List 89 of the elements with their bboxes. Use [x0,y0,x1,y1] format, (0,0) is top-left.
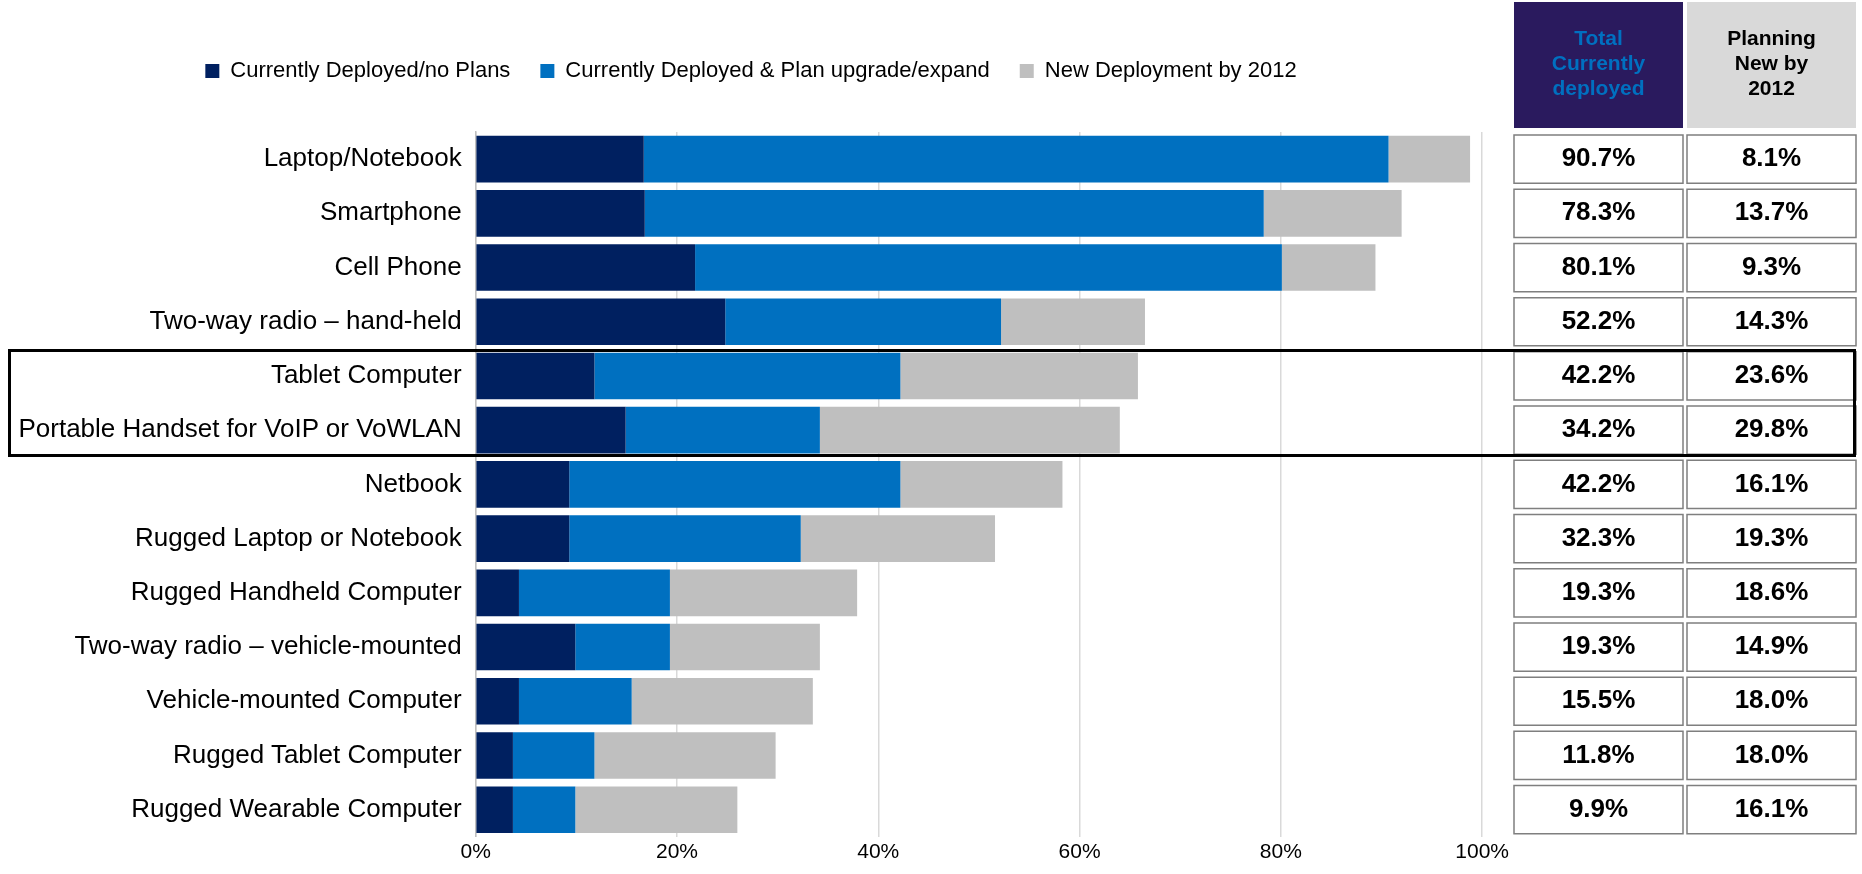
text: 34.2% [1561,413,1636,444]
bar [1001,298,1145,346]
bar [725,298,1002,346]
bar [695,244,1282,291]
x-tick-label: 20% [655,839,698,863]
text: 18.6% [1734,576,1809,606]
text: 9.3% [1741,250,1802,281]
category-label: Total Currently deployed [1551,25,1646,99]
x-tick-label: 0% [460,839,491,863]
text: 29.8% [1734,413,1809,444]
text: 13.7% [1734,196,1809,227]
text: 15.5% [1561,684,1636,715]
x-tick-label: 100% [1455,839,1509,863]
text: 18.0% [1734,738,1809,769]
text: 42.2% [1561,359,1636,390]
bar [669,623,820,671]
bar [476,732,513,779]
y-tick-label: Rugged Tablet Computer [173,738,463,769]
bar [476,677,519,725]
bar [819,406,1120,454]
text: 19.3% [1734,521,1809,552]
bar [476,569,519,617]
text: 16.1% [1734,467,1809,498]
bar [575,623,670,671]
bar [669,569,858,617]
bar [518,677,632,725]
bar [1281,244,1376,291]
y-tick-label: Tablet Computer [270,359,463,390]
y-tick-label: Portable Handset for VoIP or VoWLAN [18,413,462,444]
bar [625,406,820,454]
text: 42.2% [1561,467,1636,498]
y-tick-label: Smartphone [320,196,462,227]
bar [476,786,513,834]
text: 11.8% [1562,738,1635,769]
bar [631,677,813,725]
text: 14.9% [1734,630,1809,661]
legend-label: Currently Deployed & Plan upgrade/expand [565,57,990,83]
bar [900,461,1063,508]
y-tick-label: Two-way radio – hand-held [149,304,462,335]
y-tick-label: Rugged Handheld Computer [130,576,463,606]
text: 23.6% [1734,359,1809,390]
bar [518,569,670,617]
y-tick-label: Netbook [364,467,463,498]
y-tick-label: Vehicle-mounted Computer [146,684,463,715]
bar [594,352,901,400]
x-tick-label: 40% [857,839,900,863]
text: 16.1% [1734,792,1809,823]
legend-label: New Deployment by 2012 [1044,57,1297,83]
bar [594,732,776,779]
bar [476,298,726,346]
text: 52.2% [1561,304,1636,335]
text: 8.1% [1741,142,1802,173]
bar [575,786,738,834]
text: 32.3% [1561,521,1636,552]
bar [476,406,626,454]
bar [1388,135,1471,183]
text: 90.7% [1561,142,1636,173]
legend-label: Currently Deployed/no Plans [230,57,511,83]
bar [512,732,595,779]
text: 9.9% [1568,792,1629,823]
bar [1263,190,1402,237]
text: 78.3% [1561,196,1636,227]
y-tick-label: Two-way radio – vehicle-mounted [74,630,462,661]
text: 19.3% [1561,576,1636,606]
bar [643,135,1389,183]
category-label: Planning New by 2012 [1727,25,1816,99]
bar [569,461,901,508]
bar [476,623,576,671]
bar [476,352,595,400]
bar [512,786,576,834]
bar [569,515,801,562]
text: 80.1% [1561,250,1636,281]
bar [476,461,570,508]
bar [476,244,696,291]
bar [476,135,644,183]
bar [900,352,1138,400]
text: 18.0% [1734,684,1809,715]
y-tick-label: Cell Phone [334,250,462,281]
bar [476,515,570,562]
text: 14.3% [1734,304,1809,335]
x-tick-label: 80% [1259,839,1302,863]
y-tick-label: Laptop/Notebook [263,142,463,173]
x-tick-label: 60% [1058,839,1101,863]
y-tick-label: Rugged Laptop or Notebook [134,521,463,552]
y-tick-label: Rugged Wearable Computer [131,792,463,823]
bar [800,515,996,562]
bar [476,190,645,237]
bar [644,190,1264,237]
text: 19.3% [1561,630,1636,661]
